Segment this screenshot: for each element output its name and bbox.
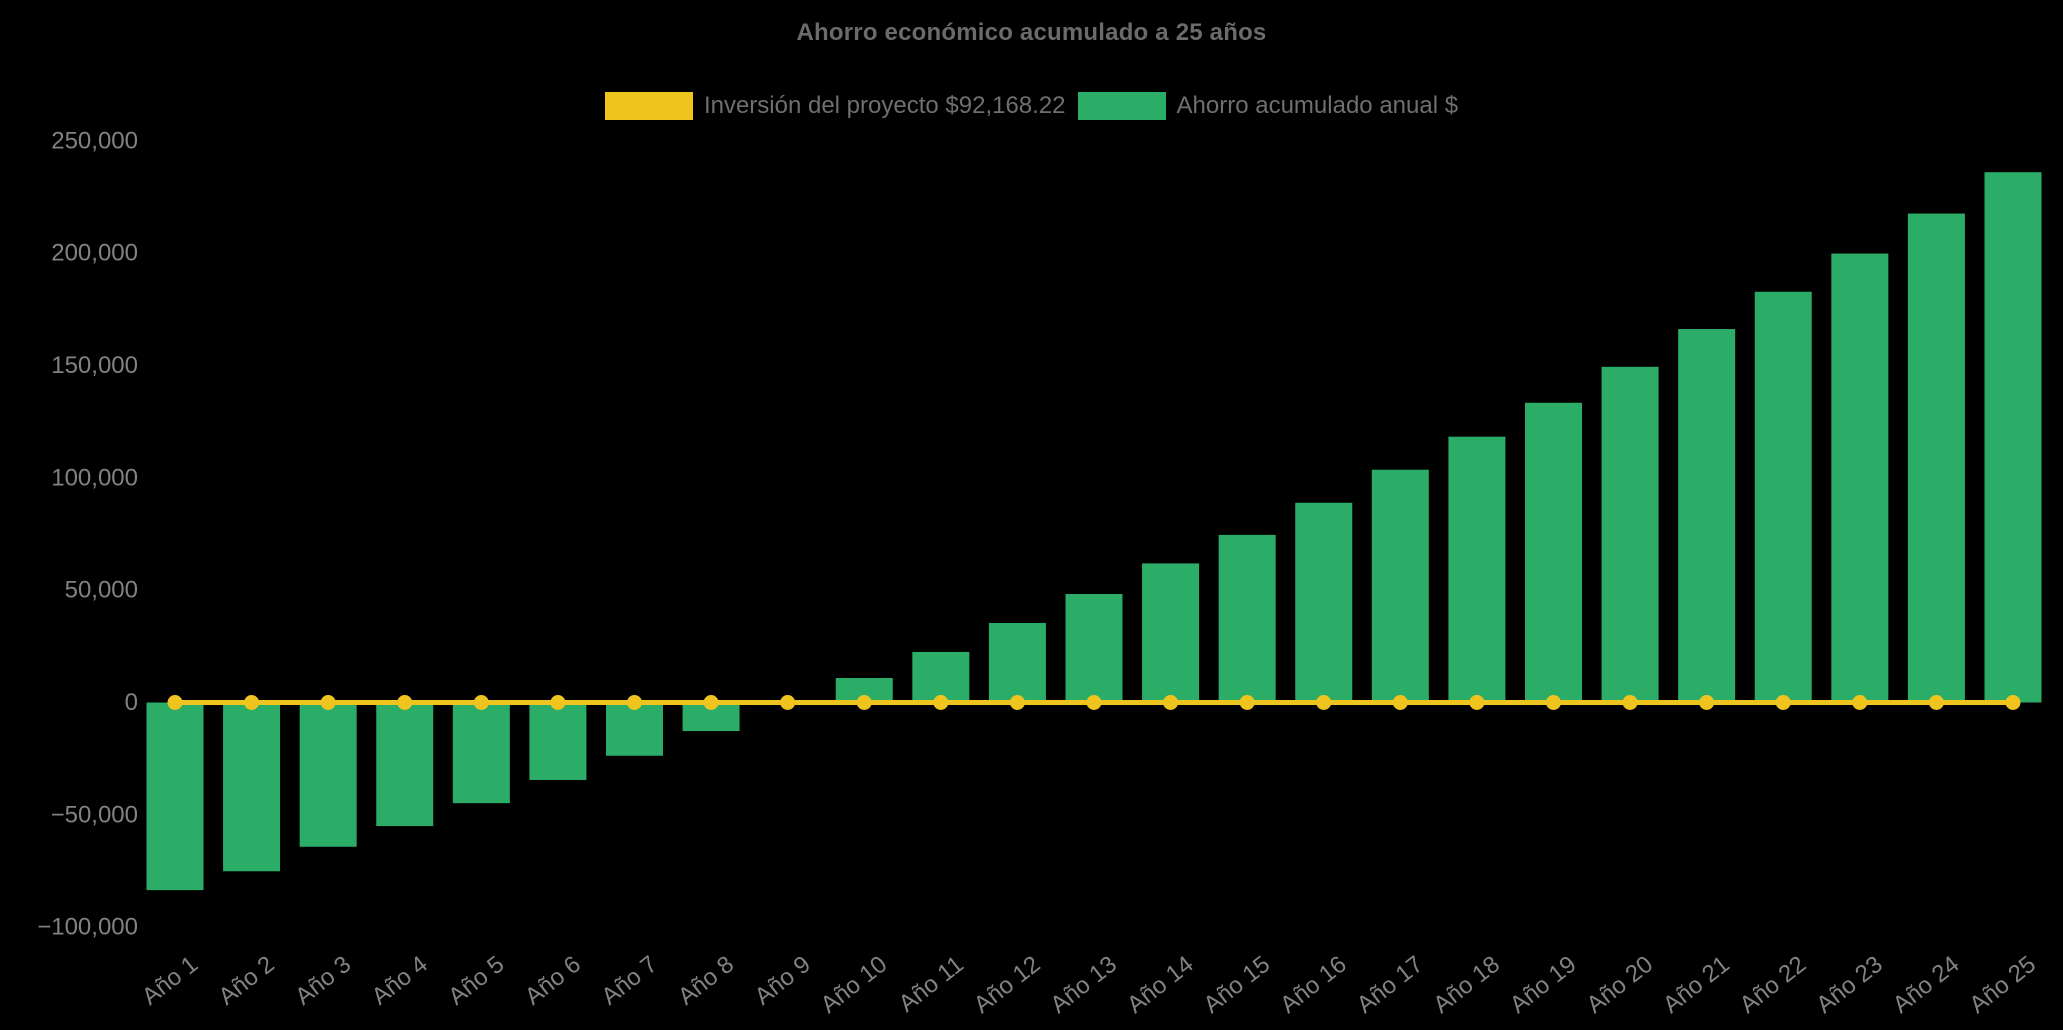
x-tick-label: Año 21 (1658, 951, 1735, 1019)
bar (223, 702, 281, 872)
bar (376, 702, 434, 827)
line-point (1392, 695, 1408, 710)
x-tick-label: Año 16 (1275, 951, 1352, 1019)
line-point (1316, 695, 1332, 710)
x-tick-label: Año 11 (894, 951, 969, 1018)
y-tick-label: 200,000 (51, 240, 138, 267)
bar (299, 702, 357, 847)
bar (1907, 213, 1965, 703)
line-point (933, 695, 949, 710)
y-tick-label: −100,000 (37, 914, 138, 941)
line-point (1163, 695, 1179, 710)
line-point (1852, 695, 1868, 710)
y-tick-label: 100,000 (51, 464, 138, 491)
line-point (1622, 695, 1638, 710)
x-tick-label: Año 3 (290, 951, 356, 1011)
legend: Inversión del proyecto $92,168.22 Ahorro… (0, 91, 2063, 121)
y-tick-label: 0 (125, 689, 138, 716)
x-tick-label: Año 12 (969, 951, 1046, 1019)
x-tick-label: Año 20 (1582, 951, 1659, 1019)
legend-item-savings[interactable]: Ahorro acumulado anual $ (1077, 91, 1459, 121)
x-tick-label: Año 19 (1505, 951, 1582, 1019)
y-tick-label: 150,000 (51, 352, 138, 379)
x-tick-label: Año 5 (443, 951, 509, 1011)
line-point (320, 695, 336, 710)
bar (1371, 469, 1429, 703)
x-tick-label: Año 15 (1199, 951, 1276, 1019)
line-point (626, 695, 642, 710)
x-tick-label: Año 25 (1964, 951, 2041, 1019)
line-point (397, 695, 413, 710)
line-point (2005, 695, 2021, 710)
line-point (856, 695, 872, 710)
line-point (1699, 695, 1715, 710)
x-tick-label: Año 13 (1045, 951, 1122, 1019)
line-point (473, 695, 489, 710)
line-point (244, 695, 260, 710)
bar (1984, 172, 2042, 703)
x-tick-label: Año 8 (673, 951, 739, 1011)
x-tick-label: Año 10 (816, 951, 893, 1019)
x-tick-label: Año 4 (367, 951, 433, 1011)
bar (529, 702, 587, 781)
line-point (1239, 695, 1255, 710)
bar (1524, 402, 1582, 703)
bar (988, 622, 1046, 703)
line-point (550, 695, 566, 710)
x-tick-label: Año 1 (137, 951, 203, 1011)
bar (146, 702, 204, 891)
x-tick-label: Año 23 (1811, 951, 1888, 1019)
line-point (1775, 695, 1791, 710)
x-tick-label: Año 2 (214, 951, 280, 1011)
bar (1218, 534, 1276, 703)
bar (1065, 593, 1123, 703)
bar (1142, 563, 1200, 703)
x-tick-label: Año 24 (1888, 951, 1965, 1019)
x-tick-label: Año 9 (750, 951, 816, 1011)
legend-label-savings: Ahorro acumulado anual $ (1176, 92, 1459, 119)
y-tick-label: 250,000 (51, 127, 138, 154)
legend-item-investment[interactable]: Inversión del proyecto $92,168.22 (604, 91, 1066, 121)
bar (1295, 502, 1353, 703)
bar (1831, 253, 1889, 703)
line-point (703, 695, 719, 710)
bar (605, 702, 663, 756)
x-tick-label: Año 22 (1735, 951, 1812, 1019)
chart-title: Ahorro económico acumulado a 25 años (796, 19, 1267, 46)
line-point (780, 695, 796, 710)
legend-swatch-investment (604, 92, 693, 120)
bar (912, 651, 970, 703)
x-tick-label: Año 6 (520, 951, 586, 1011)
line-point (1086, 695, 1102, 710)
bar (1754, 291, 1812, 703)
bar (452, 702, 510, 804)
line-point (1545, 695, 1561, 710)
bar (1678, 329, 1736, 703)
x-tick-label: Año 18 (1428, 951, 1505, 1019)
line-point (1009, 695, 1025, 710)
x-tick-label: Año 7 (596, 951, 662, 1011)
x-tick-label: Año 14 (1122, 951, 1199, 1019)
bar (1448, 436, 1506, 703)
line-point (1469, 695, 1485, 710)
line-point (1928, 695, 1944, 710)
legend-swatch-savings (1077, 92, 1166, 120)
y-tick-label: −50,000 (51, 801, 138, 828)
legend-label-investment: Inversión del proyecto $92,168.22 (703, 92, 1066, 119)
x-tick-label: Año 17 (1352, 951, 1429, 1019)
line-point (167, 695, 183, 710)
y-tick-label: 50,000 (65, 577, 138, 604)
bar (1601, 366, 1659, 703)
